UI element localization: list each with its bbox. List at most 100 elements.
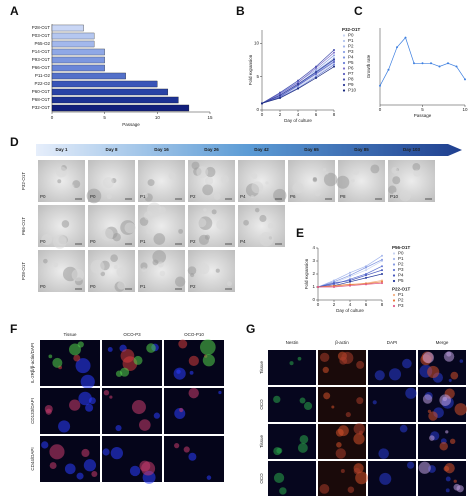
image-feature [196,166,209,179]
data-point [381,273,383,275]
image-feature [68,343,81,356]
data-point [279,97,281,99]
data-point [387,68,390,71]
x-tick-label: 2 [279,112,282,117]
image-feature [71,268,85,282]
legend-label: P2 [348,44,354,49]
data-point [349,274,351,277]
image-feature [412,163,421,171]
image-feature [351,178,355,183]
x-tick-label: 0 [379,107,382,112]
image-feature [116,267,126,277]
image-feature [393,191,398,196]
image-feature [459,359,464,363]
data-point [333,61,335,63]
image-feature [379,472,392,485]
image-feature [158,206,166,215]
timeline-day: Day 16 [154,147,169,152]
series-line [379,36,466,86]
image-feature [178,228,184,234]
y-tick-label: 2 [312,271,315,276]
image-feature [442,396,448,402]
x-tick-label: 0 [261,112,264,117]
timeline-day: Day 8 [105,147,118,152]
image-feature [211,209,217,215]
passage-label: P8 [340,194,346,199]
x-tick-label: 4 [297,112,300,117]
image-feature [399,424,408,433]
column-header: Nestin [286,340,299,345]
data-point [317,286,319,288]
legend-label: P7 [348,71,354,76]
image-feature [187,266,197,275]
y-tick-label: 1 [312,284,315,289]
y-tick-label: P65-O2 [34,41,50,46]
image-feature [226,281,232,287]
panel-label: A [10,4,19,18]
image-feature [392,176,401,185]
image [40,436,100,482]
passage-label: P0 [90,194,96,199]
image-feature [153,233,166,245]
data-point [297,83,299,85]
image-feature [450,371,459,380]
image-feature [448,378,452,382]
legend-label: P8 [348,77,354,82]
image-feature [444,462,455,474]
image-feature [422,394,433,404]
legend-label: P0 [398,251,404,256]
legend-label: P5 [398,278,404,283]
image-feature [453,483,461,491]
y-tick-label: P28-O1T [32,25,51,30]
row-label: Tissue [259,434,264,448]
legend-label: P3 [398,303,404,308]
y-tick-label: 5 [256,74,259,79]
bar [51,80,158,88]
data-point [455,65,458,68]
image-feature [336,442,342,448]
data-point [297,87,299,90]
image-feature [203,208,207,212]
image-feature [168,172,176,180]
data-point [381,265,383,268]
image-feature [75,358,91,374]
data-point [279,91,281,94]
image-feature [204,176,214,185]
passage-label: P2 [190,239,196,244]
image-feature [391,167,398,174]
image-feature [70,184,75,189]
legend-label: P9 [348,82,354,87]
data-point [333,58,335,61]
image-feature [86,188,102,204]
image-feature [336,175,350,189]
image-feature [331,405,335,409]
data-point [349,284,351,287]
image-feature [110,254,118,263]
panel-label: D [10,135,19,149]
legend-marker [342,72,346,76]
column-header: OCO-P10 [184,332,204,337]
image-feature [133,355,143,365]
image-feature [251,173,258,179]
image-feature [109,395,113,399]
image-feature [322,168,327,172]
y-tick-label: P03-O1T [32,33,51,38]
image-feature [353,433,365,445]
y-tick-label: 0 [312,297,315,302]
image-feature [153,412,161,419]
data-point [349,280,351,283]
timeline-day: Day 85 [354,147,369,152]
image-feature [131,400,146,415]
image-feature [83,459,97,472]
image-feature [273,188,287,203]
image-feature [81,448,90,458]
legend-label: P5 [348,60,354,65]
image-feature [299,434,309,444]
image-feature [140,262,148,270]
image-feature [218,390,222,395]
image-feature [358,430,364,435]
image-feature [427,365,440,379]
x-tick-label: 0 [51,115,54,120]
legend-marker [392,293,396,297]
image-feature [340,469,345,474]
